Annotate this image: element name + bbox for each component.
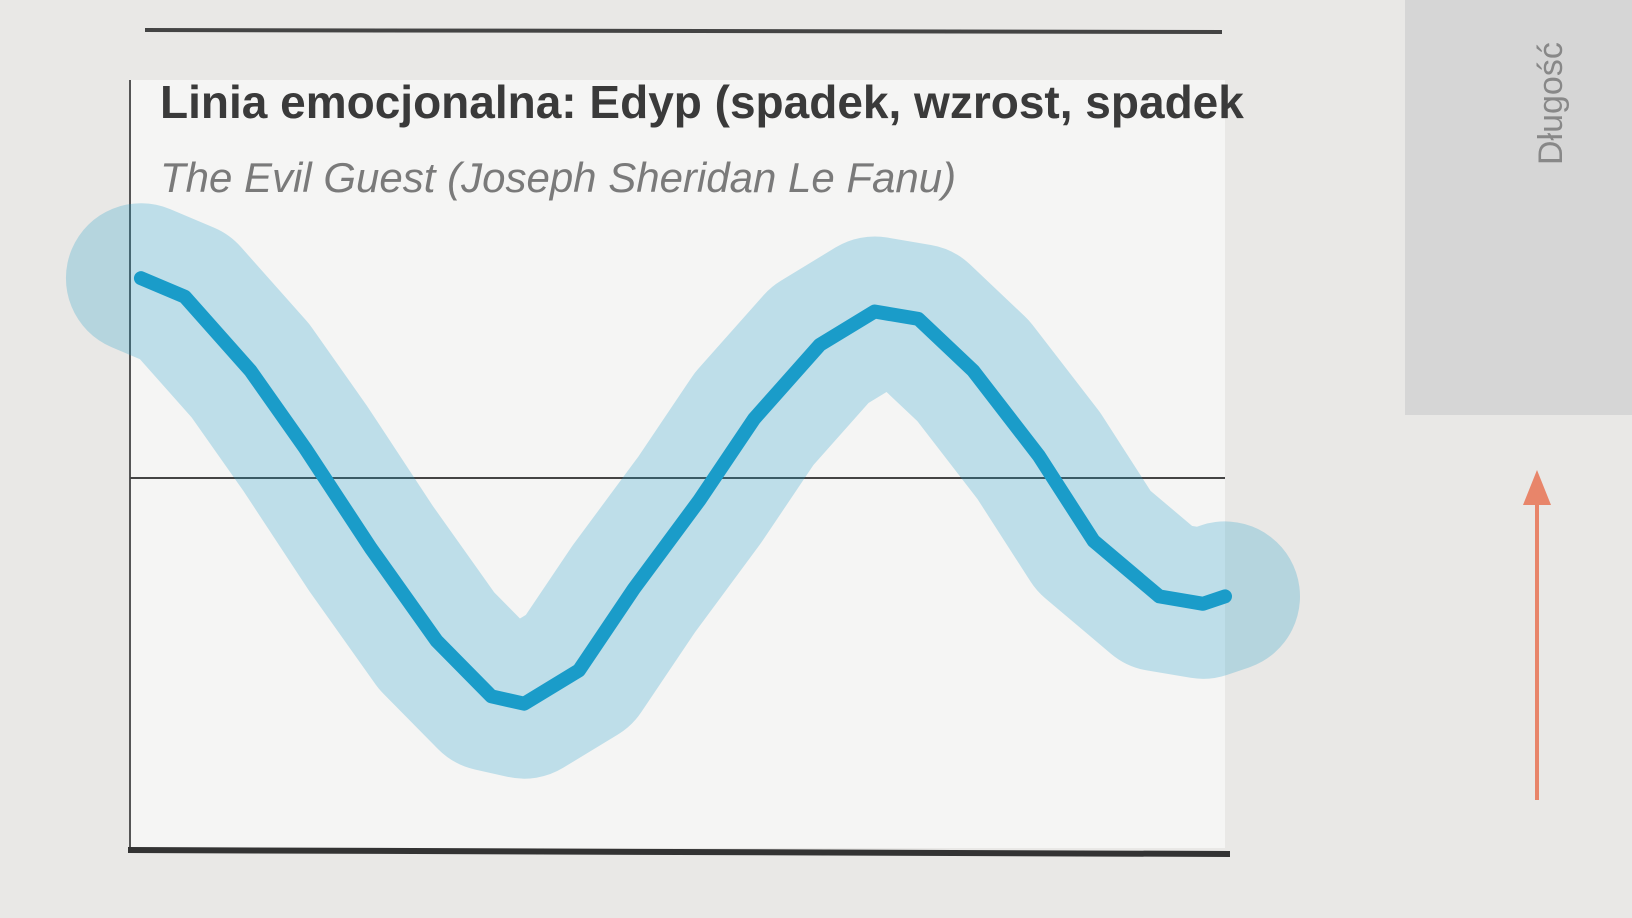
bottom-border [127, 847, 1231, 857]
arrow-head [1523, 470, 1551, 505]
chart-subtitle: The Evil Guest (Joseph Sheridan Le Fanu) [160, 154, 956, 201]
chart-title: Linia emocjonalna: Edyp (spadek, wzrost,… [160, 76, 1244, 128]
side-panel [1405, 0, 1632, 415]
side-label: Długość [1532, 42, 1570, 165]
top-border [144, 28, 1223, 34]
line-series [133, 271, 1232, 711]
